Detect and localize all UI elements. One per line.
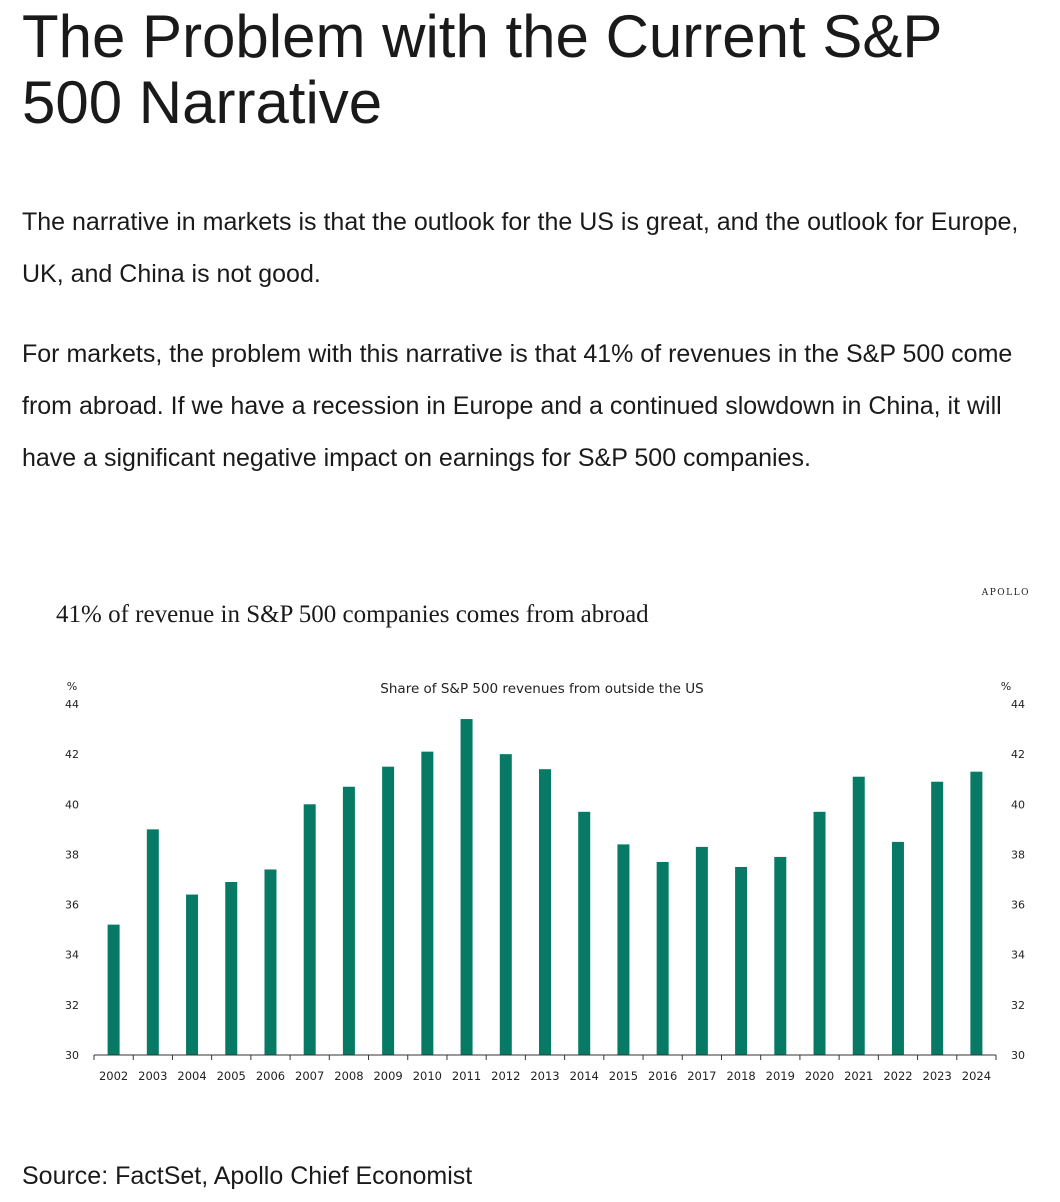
x-tick-label: 2014 [570,1069,599,1083]
x-tick-label: 2018 [726,1069,755,1083]
x-tick-label: 2016 [648,1069,677,1083]
x-tick-label: 2024 [962,1069,991,1083]
article-paragraph-2: For markets, the problem with this narra… [22,340,1013,472]
x-tick-label: 2011 [452,1069,481,1083]
bar-2024 [970,771,983,1055]
bar-2022 [891,841,904,1055]
y-tick-label-left: 40 [65,798,79,811]
x-tick-label: 2020 [805,1069,834,1083]
x-tick-label: 2017 [687,1069,716,1083]
bar-2011 [460,719,473,1055]
bar-chart: Share of S&P 500 revenues from outside t… [65,680,1025,1083]
bar-2004 [186,894,199,1055]
y-tick-label-left: 32 [65,999,79,1012]
x-tick-label: 2022 [883,1069,912,1083]
bar-2014 [578,811,591,1055]
x-tick-label: 2012 [491,1069,520,1083]
source-note: Source: FactSet, Apollo Chief Economist [22,1162,473,1190]
bar-2005 [225,882,238,1055]
y-tick-label-right: 32 [1011,999,1025,1012]
y-tick-label-left: 42 [65,748,79,761]
chart-subtitle: Share of S&P 500 revenues from outside t… [380,681,703,697]
y-tick-label-right: 38 [1011,848,1025,861]
x-tick-label: 2004 [177,1069,206,1083]
bar-2019 [774,856,787,1055]
y-tick-label-right: 40 [1011,798,1025,811]
bar-2021 [852,776,865,1055]
bar-2007 [303,804,316,1055]
x-tick-label: 2019 [766,1069,795,1083]
apollo-logo: APOLLO [981,588,1030,598]
y-tick-label-left: 30 [65,1049,79,1062]
x-tick-label: 2006 [256,1069,285,1083]
bar-2020 [813,811,826,1055]
x-tick-label: 2021 [844,1069,873,1083]
bar-2012 [499,754,512,1055]
y-tick-label-right: 34 [1011,949,1025,962]
chart-title: 41% of revenue in S&P 500 companies come… [56,601,649,628]
y-axis-unit-right: % [1001,680,1011,693]
bar-2006 [264,869,277,1055]
x-tick-label: 2003 [138,1069,167,1083]
y-tick-label-left: 34 [65,949,79,962]
x-tick-label: 2002 [99,1069,128,1083]
bar-2017 [695,846,708,1055]
x-tick-label: 2009 [373,1069,402,1083]
bar-2003 [146,829,159,1055]
y-tick-label-left: 36 [65,899,79,912]
bar-2018 [735,866,748,1055]
x-tick-label: 2013 [530,1069,559,1083]
article-paragraph-1: The narrative in markets is that the out… [22,208,1019,288]
article-title: The Problem with the Current S&P 500 Nar… [22,3,942,136]
bar-2016 [656,861,669,1055]
x-tick-label: 2015 [609,1069,638,1083]
x-tick-label: 2007 [295,1069,324,1083]
y-axis-unit-left: % [67,680,77,693]
bar-2009 [382,766,395,1055]
bar-2002 [107,924,120,1055]
x-tick-label: 2023 [923,1069,952,1083]
bar-2008 [342,786,355,1055]
x-tick-label: 2010 [413,1069,442,1083]
bar-2010 [421,751,434,1055]
bar-2013 [539,769,551,1055]
y-tick-label-left: 44 [65,698,79,711]
bar-2015 [617,844,630,1055]
bar-2023 [931,781,944,1055]
y-tick-label-right: 30 [1011,1049,1025,1062]
x-tick-label: 2008 [334,1069,363,1083]
y-tick-label-left: 38 [65,848,79,861]
y-tick-label-right: 44 [1011,698,1025,711]
x-tick-label: 2005 [217,1069,246,1083]
y-tick-label-right: 42 [1011,748,1025,761]
y-tick-label-right: 36 [1011,899,1025,912]
